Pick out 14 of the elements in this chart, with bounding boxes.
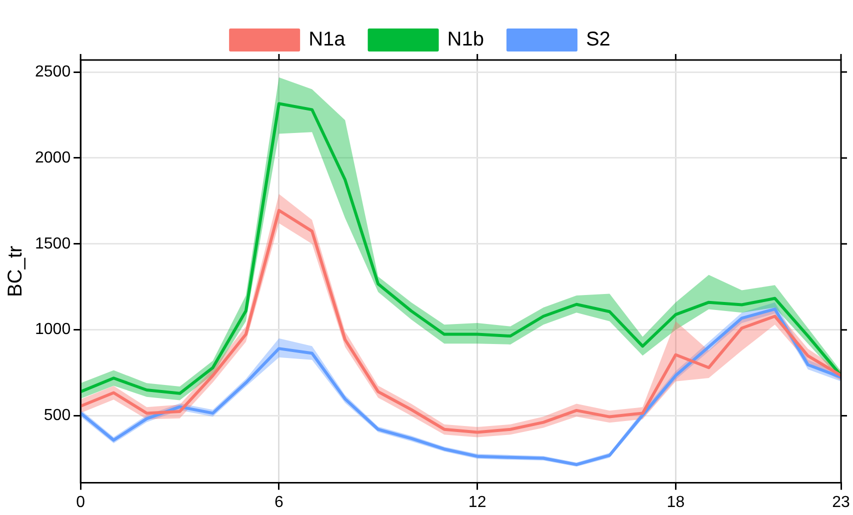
y-tick-label: 1500 — [35, 235, 71, 252]
y-tick-label: 500 — [44, 407, 71, 424]
x-tick-label: 6 — [274, 494, 284, 511]
legend-label: S2 — [586, 28, 610, 51]
legend-label: N1b — [447, 28, 484, 51]
y-tick-label: 1000 — [35, 321, 71, 338]
y-tick-label: 2000 — [35, 149, 71, 166]
x-tick-label: 23 — [832, 494, 850, 511]
y-tick-label: 2500 — [35, 63, 71, 80]
legend-label: N1a — [308, 28, 346, 51]
x-tick-label: 12 — [468, 494, 486, 511]
x-tick-label: 18 — [666, 494, 685, 511]
y-axis-title: BC_tr — [4, 246, 27, 297]
x-tick-label: 0 — [76, 494, 86, 511]
